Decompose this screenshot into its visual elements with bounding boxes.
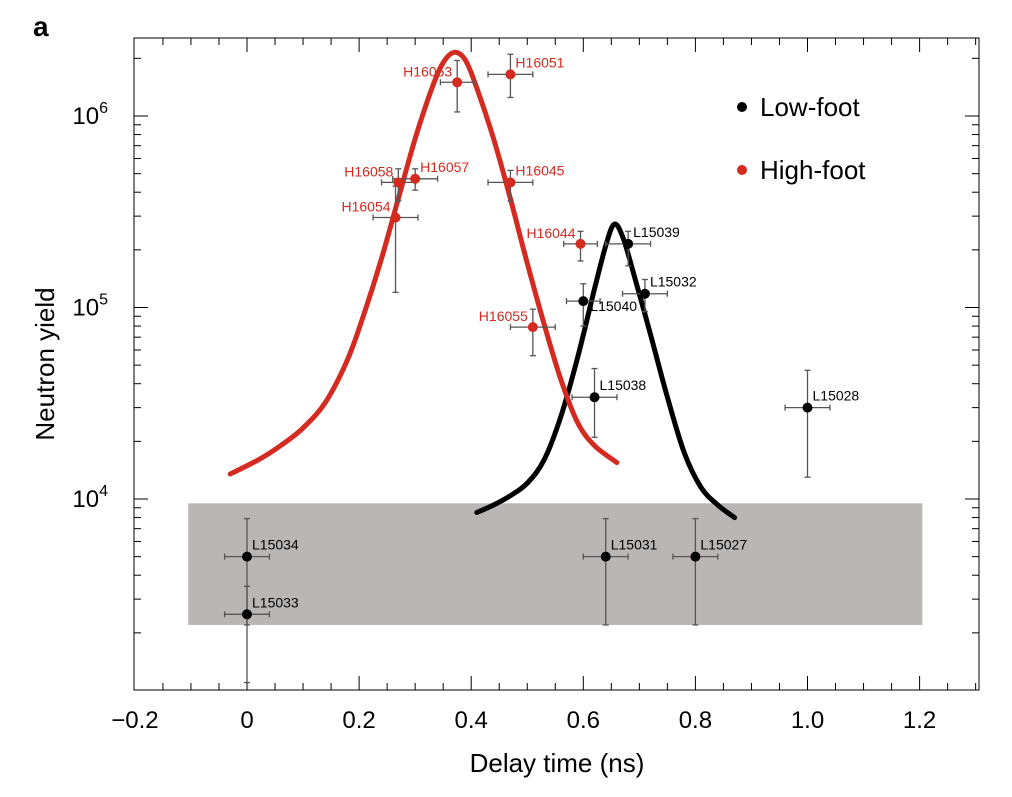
point-label-layer: L15039 L15032 L15040 L15038 L15028 L15034 L150… <box>252 54 859 610</box>
curve-layer <box>227 49 738 521</box>
x-axis-title: Delay time (ns) <box>470 748 645 778</box>
tick-layer: −0.2 0 0.2 0.4 0.6 0.8 1.0 1.2 104 105 106 <box>72 38 979 734</box>
shaded-band <box>188 503 923 625</box>
point-l15040 <box>578 296 589 307</box>
point-label-h16057: H16057 <box>420 159 469 175</box>
point-l15031 <box>600 551 611 562</box>
y-tick-label: 104 <box>72 483 108 513</box>
point-label-h16053: H16053 <box>403 63 452 79</box>
point-label-l15031: L15031 <box>611 537 658 553</box>
point-h16053 <box>452 77 463 88</box>
x-tick-label: 0.6 <box>567 707 600 734</box>
point-label-l15033: L15033 <box>252 594 299 610</box>
point-l15032 <box>639 288 650 299</box>
point-l15028 <box>802 402 813 413</box>
high-foot-fit-curve <box>227 49 620 477</box>
point-h16057 <box>410 173 421 184</box>
plot-frame <box>133 37 980 691</box>
y-tick-label: 106 <box>72 100 108 130</box>
point-label-h16058: H16058 <box>344 163 393 179</box>
panel-label: a <box>33 11 49 42</box>
point-l15039 <box>623 238 634 249</box>
point-h16054 <box>390 212 401 223</box>
x-tick-label: −0.2 <box>111 707 158 734</box>
x-tick-label: 0.8 <box>679 707 712 734</box>
point-label-l15028: L15028 <box>813 388 860 404</box>
shaded-band-layer <box>188 503 923 625</box>
point-label-l15032: L15032 <box>650 274 697 290</box>
point-label-h16044: H16044 <box>526 225 575 241</box>
legend-label-low-foot: Low-foot <box>760 92 860 122</box>
point-l15038 <box>589 392 600 403</box>
legend-marker-high-foot <box>737 165 747 175</box>
point-layer <box>242 69 813 620</box>
x-tick-label: 1.2 <box>903 707 936 734</box>
point-l15027 <box>690 551 701 562</box>
legend-marker-low-foot <box>737 102 747 112</box>
point-label-l15038: L15038 <box>600 377 647 393</box>
y-tick-label: 105 <box>72 292 108 322</box>
x-tick-label: 1.0 <box>791 707 824 734</box>
legend: Low-foot High-foot <box>737 92 866 185</box>
point-label-l15039: L15039 <box>633 224 680 240</box>
point-label-h16055: H16055 <box>479 308 528 324</box>
point-h16044 <box>575 238 586 249</box>
point-l15034 <box>242 551 252 562</box>
x-tick-label: 0.4 <box>455 707 488 734</box>
point-label-h16045: H16045 <box>515 162 564 178</box>
point-h16058 <box>393 177 404 188</box>
point-h16051 <box>505 69 516 80</box>
point-label-l15034: L15034 <box>252 537 299 553</box>
y-axis-title: Neutron yield <box>30 287 60 440</box>
low-foot-fit-curve <box>474 221 738 521</box>
x-tick-label: 0.2 <box>342 707 375 734</box>
point-h16045 <box>505 177 516 188</box>
x-tick-label: 0 <box>240 707 253 734</box>
point-h16055 <box>527 322 538 333</box>
point-label-l15027: L15027 <box>700 537 747 553</box>
point-label-h16051: H16051 <box>515 54 564 70</box>
point-l15033 <box>242 609 252 620</box>
point-label-h16054: H16054 <box>341 199 390 215</box>
point-label-l15040: L15040 <box>590 298 637 314</box>
legend-label-high-foot: High-foot <box>760 155 866 185</box>
